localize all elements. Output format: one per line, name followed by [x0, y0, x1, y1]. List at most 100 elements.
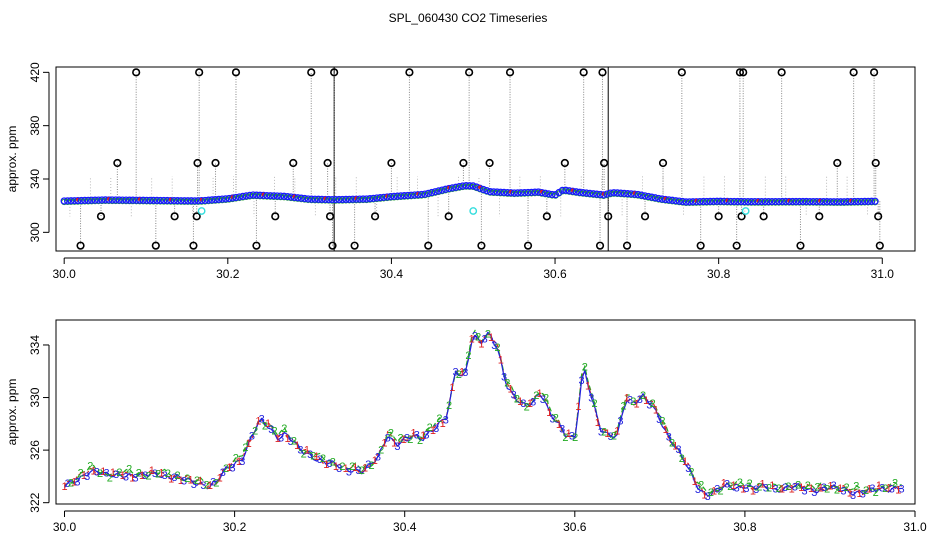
co2-point-blue [575, 188, 584, 196]
co2-digit-marker-2: 2 [785, 481, 791, 493]
co2-digit-marker-3: 3 [414, 430, 420, 442]
co2-digit-marker-3: 3 [879, 482, 885, 494]
co2-point-blue [775, 197, 783, 206]
co2-point-blue [335, 195, 343, 204]
co2-digit-marker-2: 2 [184, 473, 190, 485]
co2-point-blue [331, 195, 340, 204]
outlier-point [560, 158, 569, 168]
top-plot-marks: 30.0 30.2 30.4 30.6 30.8 31.0 300 340 380 420 [28, 62, 894, 281]
co2-digit-marker-3: 3 [123, 472, 129, 484]
co2-point-blue [74, 196, 82, 205]
co2-digit-marker-2: 2 [621, 401, 627, 413]
co2-point-blue [390, 192, 398, 201]
co2-digit-marker-1: 1 [149, 465, 155, 477]
co2-digit-marker-2: 2 [349, 461, 355, 473]
co2-digit-marker-2: 2 [368, 460, 374, 472]
co2-point-blue [792, 197, 800, 206]
co2-point-blue [744, 197, 752, 206]
co2-digit-marker-2: 2 [611, 430, 617, 442]
co2-digit-marker-1: 1 [217, 472, 223, 484]
co2-point-blue [672, 197, 680, 205]
co2-digit-marker-3: 3 [162, 470, 168, 482]
co2-digit-marker-3: 3 [356, 465, 362, 477]
co2-point-blue [362, 195, 371, 203]
co2-point-blue [696, 197, 704, 206]
co2-digit-marker-2: 2 [688, 466, 694, 478]
co2-point-blue [338, 195, 347, 204]
co2-digit-marker-3: 3 [268, 424, 274, 436]
co2-digit-marker-2: 2 [824, 484, 830, 496]
co2-digit-marker-1: 1 [779, 484, 785, 496]
co2-point-blue [211, 196, 220, 204]
co2-digit-marker-2: 2 [747, 478, 753, 490]
co2-point-blue [572, 188, 580, 196]
cyan-point [469, 207, 478, 215]
co2-point-blue [634, 190, 642, 199]
co2-digit-marker-3: 3 [869, 483, 875, 495]
co2-digit-marker-3: 3 [249, 430, 255, 442]
co2-digit-marker-1: 1 [187, 474, 193, 486]
co2-point-blue [854, 197, 862, 206]
co2-point-blue [644, 192, 652, 201]
co2-digit-marker-1: 1 [760, 479, 766, 491]
co2-digit-marker-3: 3 [656, 414, 662, 426]
co2-point-blue [630, 190, 639, 198]
outlier-point [871, 158, 880, 168]
co2-digit-marker-2: 2 [533, 390, 539, 402]
co2-digit-marker-1: 1 [672, 441, 678, 453]
co2-digit-marker-3: 3 [666, 432, 672, 444]
co2-digit-marker-2: 2 [630, 396, 636, 408]
co2-point-blue [830, 198, 838, 206]
co2-point-blue [507, 189, 515, 197]
co2-digit-marker-1: 1 [789, 483, 795, 495]
outlier-point [604, 212, 613, 221]
outlier-point [132, 68, 141, 77]
co2-digit-marker-1: 1 [701, 489, 707, 501]
co2-point-blue [730, 197, 738, 206]
co2-digit-marker-3: 3 [65, 478, 71, 490]
co2-point-blue [778, 197, 786, 206]
co2-digit-marker-2: 2 [116, 467, 122, 479]
co2-digit-marker-2: 2 [407, 434, 413, 446]
co2-point-blue [486, 188, 494, 196]
co2-digit-marker-1: 1 [110, 467, 116, 479]
co2-digit-marker-2: 2 [281, 423, 287, 435]
outlier-point [170, 212, 179, 221]
co2-digit-marker-1: 1 [876, 480, 882, 492]
co2-digit-marker-2: 2 [679, 453, 685, 465]
co2-digit-marker-1: 1 [372, 455, 378, 467]
co2-digit-marker-1: 1 [420, 430, 426, 442]
outlier-point [189, 241, 198, 250]
co2-digit-marker-3: 3 [753, 484, 759, 496]
co2-digit-marker-2: 2 [301, 449, 307, 461]
co2-digit-marker-2: 2 [698, 479, 704, 491]
co2-digit-marker-2: 2 [175, 470, 181, 482]
top-y-tick-label: 380 [28, 115, 42, 135]
co2-point-blue [524, 188, 532, 197]
co2-digit-marker-3: 3 [850, 490, 856, 502]
co2-digit-marker-1: 1 [255, 415, 261, 427]
co2-point-blue [81, 196, 89, 205]
co2-digit-marker-3: 3 [297, 445, 303, 457]
outlier-point [113, 158, 122, 168]
co2-point-blue [105, 196, 113, 204]
co2-point-blue [149, 196, 158, 205]
bottom-x-tick-label: 31.0 [903, 520, 927, 534]
co2-digit-marker-1: 1 [294, 440, 300, 452]
co2-digit-marker-3: 3 [792, 481, 798, 493]
co2-digit-marker-3: 3 [375, 451, 381, 463]
outlier-point [271, 212, 280, 221]
co2-digit-marker-1: 1 [546, 407, 552, 419]
co2-digit-marker-1: 1 [362, 463, 368, 475]
co2-point-blue [490, 188, 498, 196]
outlier-point [192, 212, 201, 221]
outlier-point [252, 241, 261, 250]
co2-digit-marker-3: 3 [133, 472, 139, 484]
co2-point-blue [91, 196, 99, 204]
co2-digit-marker-1: 1 [381, 438, 387, 450]
co2-line-series-1 [64, 332, 903, 498]
co2-point-blue [624, 190, 632, 198]
co2-point-blue [713, 197, 721, 205]
outlier-point [424, 241, 433, 250]
co2-point-blue [136, 196, 144, 204]
